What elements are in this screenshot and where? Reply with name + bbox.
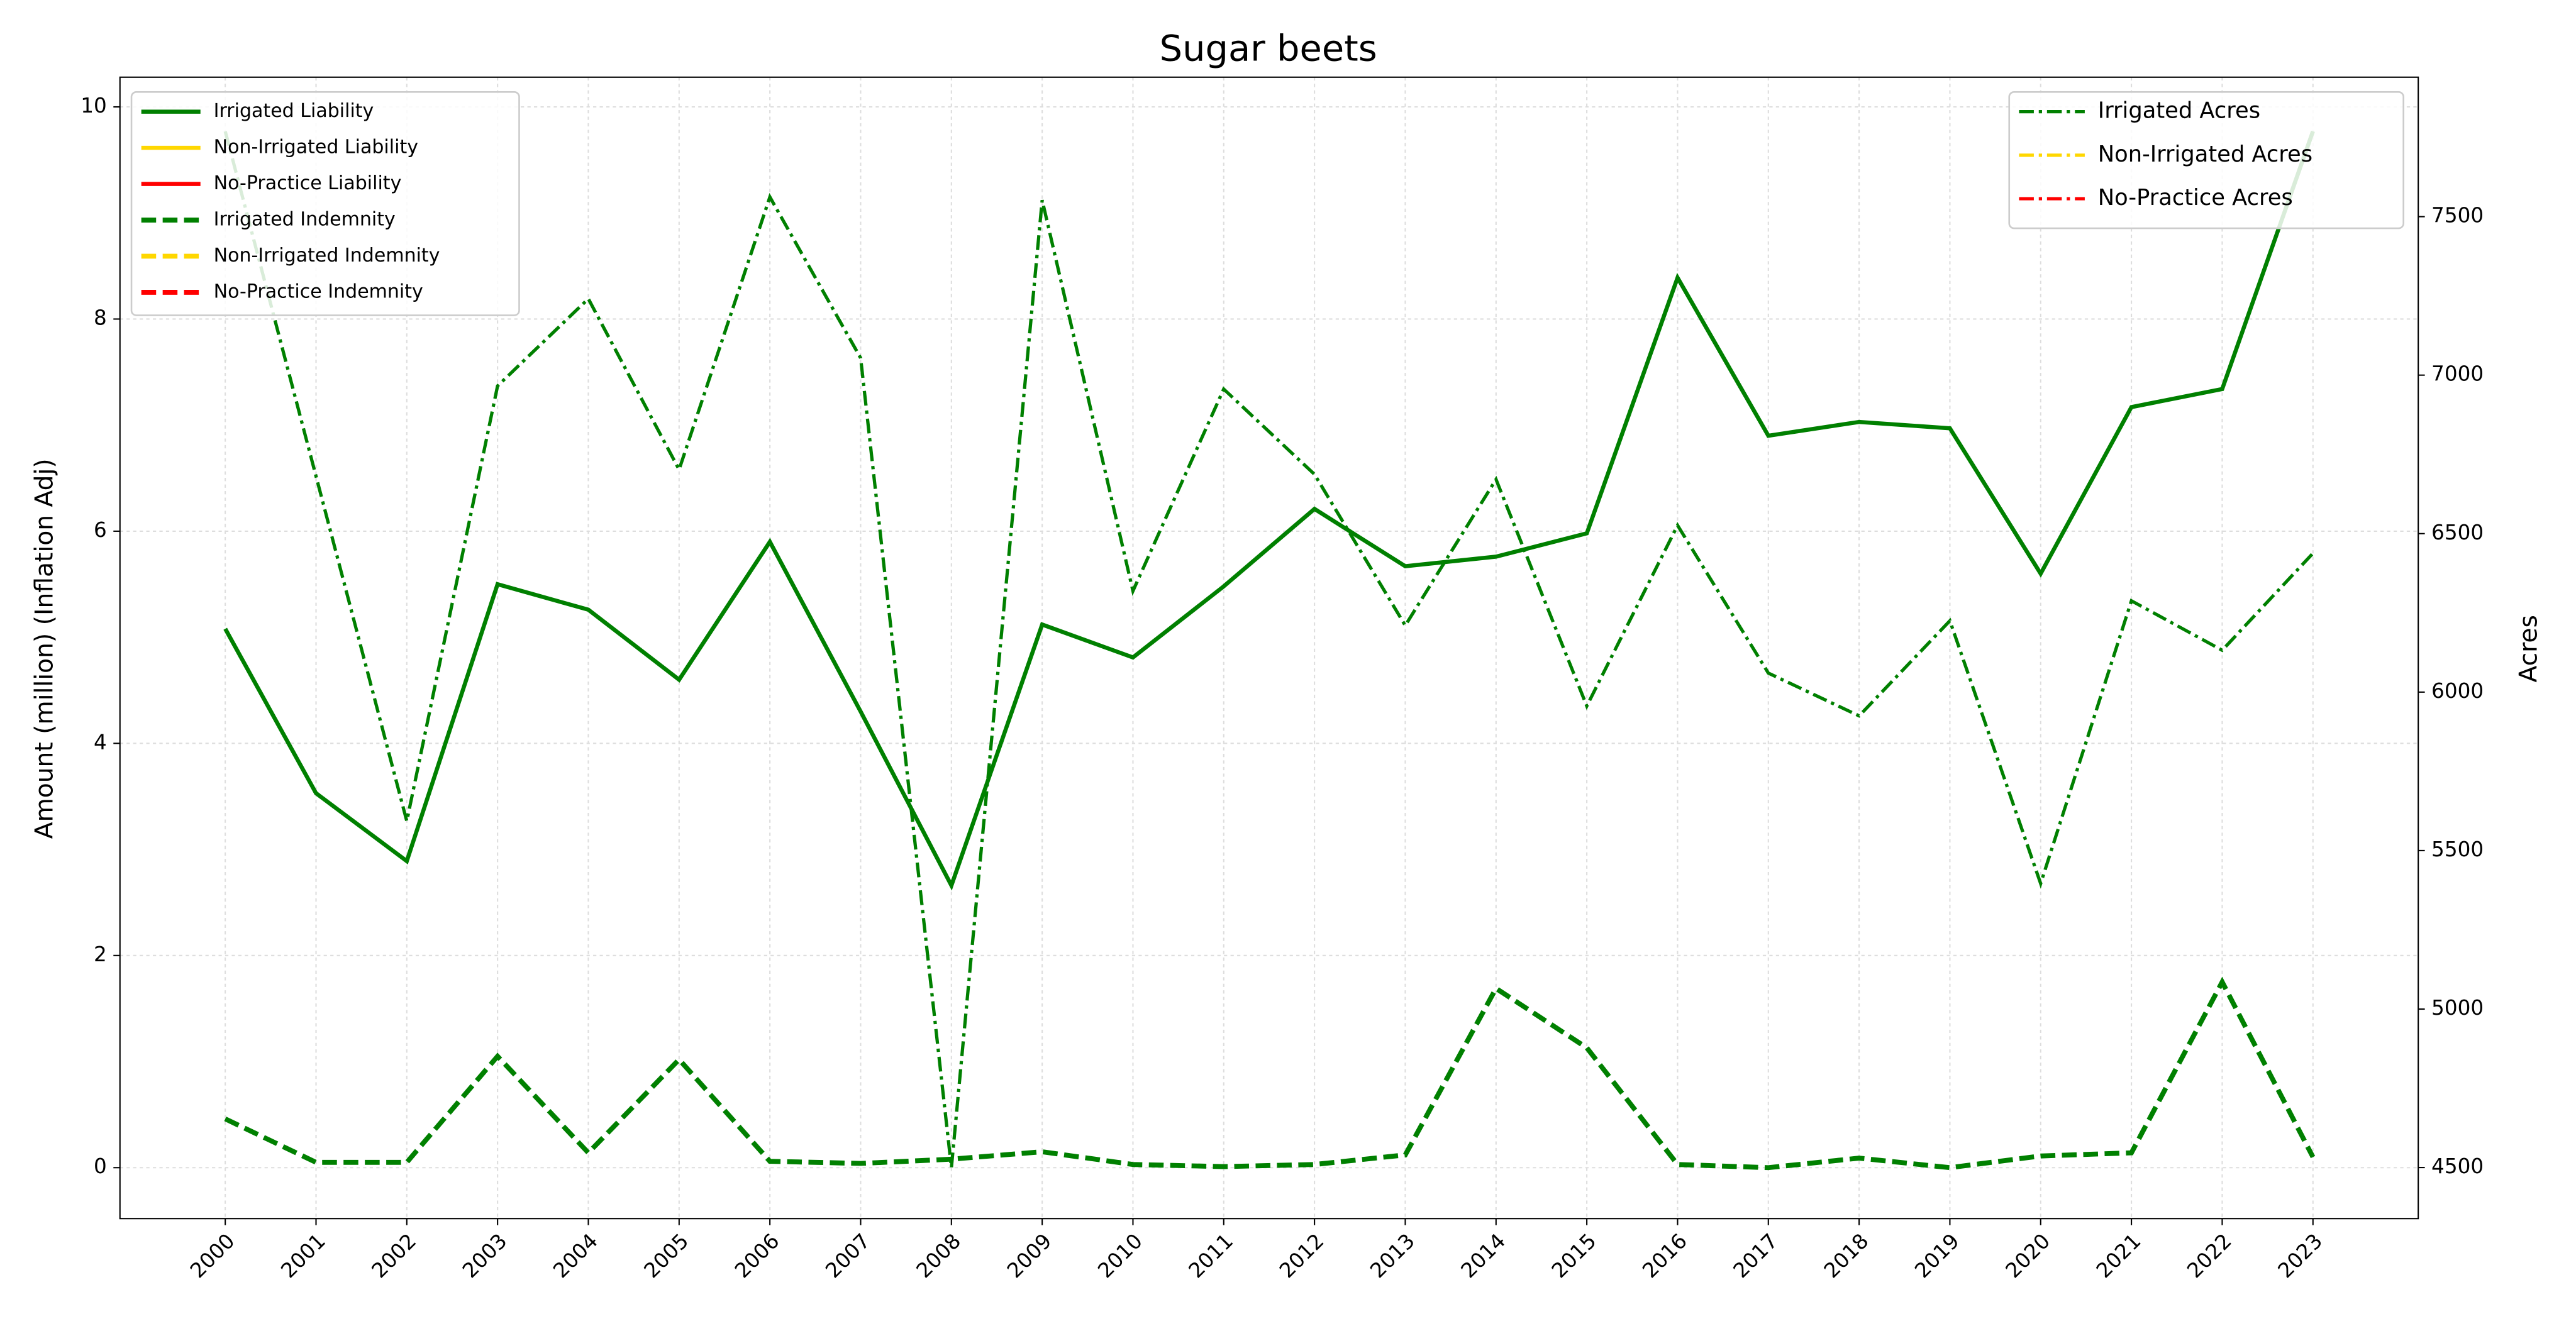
x-tick-label: 2020 [2001, 1229, 2055, 1283]
legend-box [130, 91, 520, 316]
legend-label: Non-Irrigated Liability [214, 136, 418, 158]
x-tick-label: 2010 [1093, 1229, 1147, 1283]
y-tick-label: 0 [94, 1154, 107, 1178]
y-tick-label: 6 [94, 518, 107, 542]
y-tick-label: 8 [94, 306, 107, 329]
x-tick-label: 2013 [1365, 1229, 1419, 1283]
x-tick-label: 2002 [367, 1229, 421, 1283]
y2-tick-label: 6500 [2431, 521, 2484, 544]
x-tick-label: 2008 [912, 1229, 966, 1283]
y-axis-label: Amount (million) (Inflation Adj) [31, 458, 59, 839]
x-tick-label: 2007 [821, 1229, 875, 1283]
legend-label: No-Practice Liability [214, 172, 402, 194]
x-tick-label: 2016 [1638, 1229, 1692, 1283]
y-tick-label: 4 [94, 730, 107, 754]
series-line [223, 131, 2314, 1168]
x-tick-label: 2009 [1002, 1229, 1057, 1283]
y2-tick-label: 7500 [2431, 204, 2484, 228]
x-tick-label: 2012 [1275, 1229, 1329, 1283]
x-tick-label: 2003 [458, 1229, 512, 1283]
x-tick-label: 2005 [640, 1229, 694, 1283]
x-tick-label: 2023 [2273, 1229, 2328, 1283]
y2-axis-label: Acres [2514, 615, 2543, 682]
x-tick-label: 2011 [1184, 1229, 1238, 1283]
x-tick-label: 2021 [2092, 1229, 2146, 1283]
y-tick-label: 2 [94, 942, 107, 966]
legend: Irrigated Liability Non-Irrigated Liabili… [130, 91, 520, 316]
legend-label: Irrigated Indemnity [214, 209, 396, 231]
y-tick-label: 10 [80, 94, 107, 118]
chart-title: Sugar beets [1160, 28, 1377, 70]
x-tick-label: 2000 [186, 1229, 240, 1283]
x-tick-label: 2015 [1547, 1229, 1601, 1283]
x-tick-label: 2018 [1819, 1229, 1874, 1283]
y2-tick-label: 5500 [2431, 837, 2484, 861]
x-tick-label: 2006 [730, 1229, 784, 1283]
y2-tick-label: 6000 [2431, 679, 2484, 703]
legend-label: Irrigated Acres [2098, 98, 2260, 124]
legend-label: Non-Irrigated Indemnity [214, 245, 440, 267]
x-tick-label: 2001 [276, 1229, 330, 1283]
x-tick-label: 2022 [2182, 1229, 2236, 1283]
x-tick-label: 2014 [1457, 1229, 1511, 1283]
legend-label: No-Practice Acres [2098, 185, 2293, 211]
y2-tick-label: 7000 [2431, 362, 2484, 386]
legend-box [2008, 91, 2404, 229]
x-tick-label: 2019 [1910, 1229, 1964, 1283]
legend: Irrigated Acres Non-Irrigated Acres No-Pra… [2008, 91, 2404, 229]
series-line [224, 976, 2316, 1171]
legend-label: No-Practice Indemnity [214, 280, 423, 302]
y2-tick-label: 5000 [2431, 996, 2484, 1020]
series-line [223, 130, 2315, 891]
legend-label: Non-Irrigated Acres [2098, 141, 2312, 167]
plot-frame [119, 76, 2419, 1220]
x-tick-label: 2017 [1729, 1229, 1783, 1283]
legend-label: Irrigated Liability [214, 100, 374, 122]
y2-tick-label: 4500 [2431, 1154, 2484, 1178]
x-tick-label: 2004 [548, 1229, 602, 1283]
